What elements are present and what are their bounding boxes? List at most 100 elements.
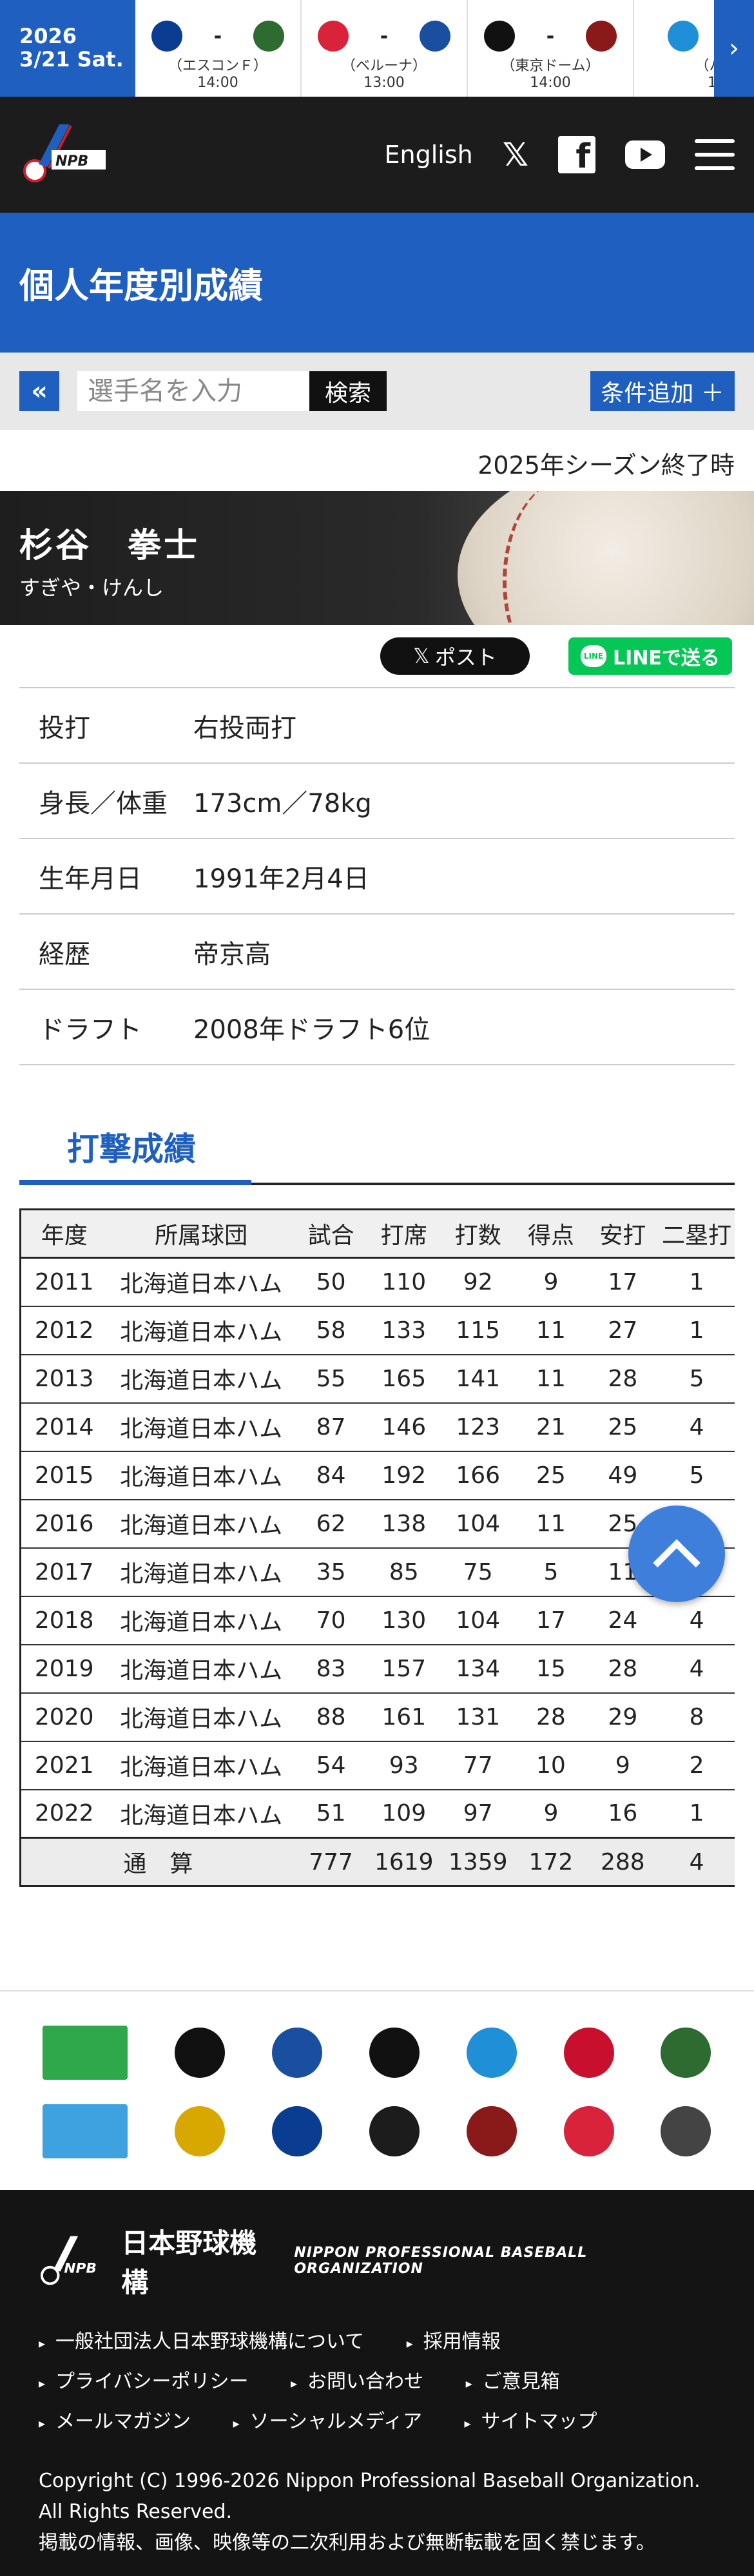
footer-org-name-en: NIPPON PROFESSIONAL BASEBALL ORGANIZATIO… bbox=[294, 2245, 588, 2277]
table-cell: 北海道日本ハム bbox=[107, 1741, 295, 1790]
table-cell: 75 bbox=[441, 1547, 516, 1597]
table-cell: 21 bbox=[515, 1402, 587, 1452]
footer-link-contact[interactable]: お問い合わせ bbox=[291, 2363, 423, 2403]
table-cell: 88 bbox=[295, 1692, 367, 1742]
fighters-icon bbox=[151, 21, 182, 52]
giants-icon bbox=[483, 21, 515, 52]
table-cell: 1 bbox=[659, 1306, 735, 1355]
player-search-input[interactable] bbox=[77, 371, 309, 411]
fighters-icon[interactable] bbox=[272, 2106, 323, 2156]
table-row: 2011 北海道日本ハム 50 110 92 9 17 1 bbox=[19, 1257, 735, 1307]
ticker-game[interactable]: - （ベルーナ） 13:00 bbox=[302, 0, 468, 97]
ticker-date-year: 2026 bbox=[19, 24, 77, 48]
table-cell: 2020 bbox=[19, 1692, 108, 1742]
table-cell: 2013 bbox=[19, 1354, 108, 1404]
back-to-top-button[interactable] bbox=[628, 1506, 725, 1602]
table-cell: 192 bbox=[367, 1451, 441, 1500]
table-cell: 8 bbox=[659, 1692, 735, 1742]
ticker-separator: - bbox=[380, 24, 389, 48]
table-cell: 5 bbox=[659, 1451, 735, 1500]
footer-link-recruit[interactable]: 採用情報 bbox=[407, 2323, 501, 2363]
svg-text:NPB: NPB bbox=[64, 2261, 96, 2277]
back-button[interactable]: « bbox=[19, 371, 59, 411]
team-logo-row bbox=[0, 2013, 754, 2092]
total-row: 通 算 777 1619 1359 172 288 4 bbox=[19, 1837, 735, 1887]
english-link[interactable]: English bbox=[384, 140, 473, 169]
line-share-button[interactable]: LINE LINEで送る bbox=[568, 637, 732, 675]
share-buttons: 𝕏 ポスト LINE LINEで送る bbox=[0, 625, 754, 687]
header-actions: English 𝕏 f bbox=[384, 97, 735, 213]
search-button[interactable]: 検索 bbox=[309, 371, 387, 411]
ticker-games: -（エスコンＦ）14:00-（ベルーナ）13:00-（東京ドーム）14:00（バ… bbox=[135, 0, 754, 97]
eagles-icon[interactable] bbox=[466, 2106, 517, 2156]
table-cell: 49 bbox=[586, 1451, 659, 1500]
column-header: 年度 bbox=[19, 1208, 108, 1259]
facebook-icon[interactable]: f bbox=[558, 136, 595, 173]
ticker-venue: （エスコンＦ） bbox=[168, 58, 267, 74]
ticker-next-button[interactable]: › bbox=[714, 0, 754, 97]
giants-icon[interactable] bbox=[369, 2028, 420, 2078]
lions-icon[interactable] bbox=[563, 2106, 614, 2156]
table-cell: 54 bbox=[295, 1741, 367, 1790]
ticker-venue: （東京ドーム） bbox=[501, 58, 600, 74]
footer-link-sitemap[interactable]: サイトマップ bbox=[465, 2403, 597, 2443]
team-logo-row bbox=[0, 2092, 754, 2171]
pbl-icon[interactable] bbox=[43, 2104, 128, 2158]
carp-icon[interactable] bbox=[43, 2026, 128, 2080]
footer-links: 一般社団法人日本野球機構について 採用情報 プライバシーポリシー お問い合わせ … bbox=[39, 2323, 715, 2443]
ticker-game[interactable]: - （エスコンＦ） 14:00 bbox=[135, 0, 302, 97]
hawks-icon[interactable] bbox=[175, 2106, 226, 2156]
footer-link-feedback[interactable]: ご意見箱 bbox=[466, 2363, 560, 2403]
npb-logo[interactable]: NPB bbox=[19, 119, 110, 190]
carp-cap-icon[interactable] bbox=[563, 2028, 614, 2078]
table-cell: 161 bbox=[367, 1692, 441, 1742]
footer-link-social[interactable]: ソーシャルメディア bbox=[233, 2403, 422, 2443]
footer-link-mailmagazine[interactable]: メールマガジン bbox=[39, 2403, 191, 2443]
table-cell: 27 bbox=[586, 1306, 659, 1355]
profile-row: 投打 右投両打 bbox=[19, 688, 735, 764]
table-cell: 北海道日本ハム bbox=[107, 1789, 295, 1839]
table-cell: 2017 bbox=[19, 1547, 108, 1597]
table-row: 2022 北海道日本ハム 51 109 97 9 16 1 bbox=[19, 1789, 735, 1839]
table-cell: 2022 bbox=[19, 1789, 108, 1839]
column-header: 所属球団 bbox=[107, 1208, 295, 1259]
table-cell: 55 bbox=[295, 1354, 367, 1404]
batting-table-body: 2011 北海道日本ハム 50 110 92 9 17 1 2012 北海道日本ハム 58 133 11… bbox=[19, 1257, 735, 1839]
profile-row: 生年月日 1991年2月4日 bbox=[19, 839, 735, 915]
dragons-icon bbox=[668, 21, 699, 52]
ticker-game[interactable]: - （東京ドーム） 14:00 bbox=[468, 0, 634, 97]
table-cell: 77 bbox=[441, 1741, 516, 1790]
total-label: 通 算 bbox=[19, 1837, 295, 1887]
table-cell: 10 bbox=[515, 1741, 587, 1790]
x-post-button[interactable]: 𝕏 ポスト bbox=[380, 637, 530, 675]
table-cell: 134 bbox=[441, 1644, 516, 1694]
youtube-icon[interactable] bbox=[625, 140, 665, 169]
table-cell: 166 bbox=[441, 1451, 516, 1500]
swallows-icon[interactable] bbox=[661, 2028, 711, 2078]
profile-value: 1991年2月4日 bbox=[193, 864, 369, 894]
profile-label: 生年月日 bbox=[39, 864, 142, 894]
column-header: 二塁打 bbox=[659, 1208, 735, 1259]
table-cell: 29 bbox=[586, 1692, 659, 1742]
table-row: 2012 北海道日本ハム 58 133 115 11 27 1 bbox=[19, 1306, 735, 1355]
marines-icon[interactable] bbox=[661, 2106, 711, 2156]
tigers-icon[interactable] bbox=[175, 2028, 226, 2078]
x-social-icon[interactable]: 𝕏 bbox=[502, 136, 528, 173]
table-cell: 84 bbox=[295, 1451, 367, 1500]
table-header-row: 年度 所属球団 試合 打席 打数 得点 安打 二塁打 bbox=[19, 1208, 735, 1259]
footer-link-about[interactable]: 一般社団法人日本野球機構について bbox=[39, 2323, 364, 2363]
batting-table: 年度 所属球団 試合 打席 打数 得点 安打 二塁打 2011 北海道日本ハム 50… bbox=[19, 1208, 735, 1887]
buffaloes-icon[interactable] bbox=[369, 2106, 420, 2156]
table-cell: 109 bbox=[367, 1789, 441, 1839]
table-cell: 4 bbox=[659, 1402, 735, 1452]
hamburger-menu-icon[interactable] bbox=[695, 139, 735, 170]
dragons-icon[interactable] bbox=[466, 2028, 517, 2078]
baystars-icon[interactable] bbox=[272, 2028, 323, 2078]
game-ticker: 2026 3/21 Sat. - （エスコンＦ） 14:00- （ベルーナ） 13:00… bbox=[0, 0, 754, 97]
footer-brand: NPB 日本野球機構 NIPPON PROFESSIONAL BASEBALL … bbox=[39, 2227, 715, 2298]
line-logo-icon: LINE bbox=[581, 645, 607, 667]
batting-table-scroll[interactable]: 年度 所属球団 試合 打席 打数 得点 安打 二塁打 2011 北海道日本ハム 50… bbox=[19, 1208, 735, 1887]
add-condition-button[interactable]: 条件追加 ＋ bbox=[590, 371, 735, 411]
footer-link-privacy[interactable]: プライバシーポリシー bbox=[39, 2363, 248, 2403]
